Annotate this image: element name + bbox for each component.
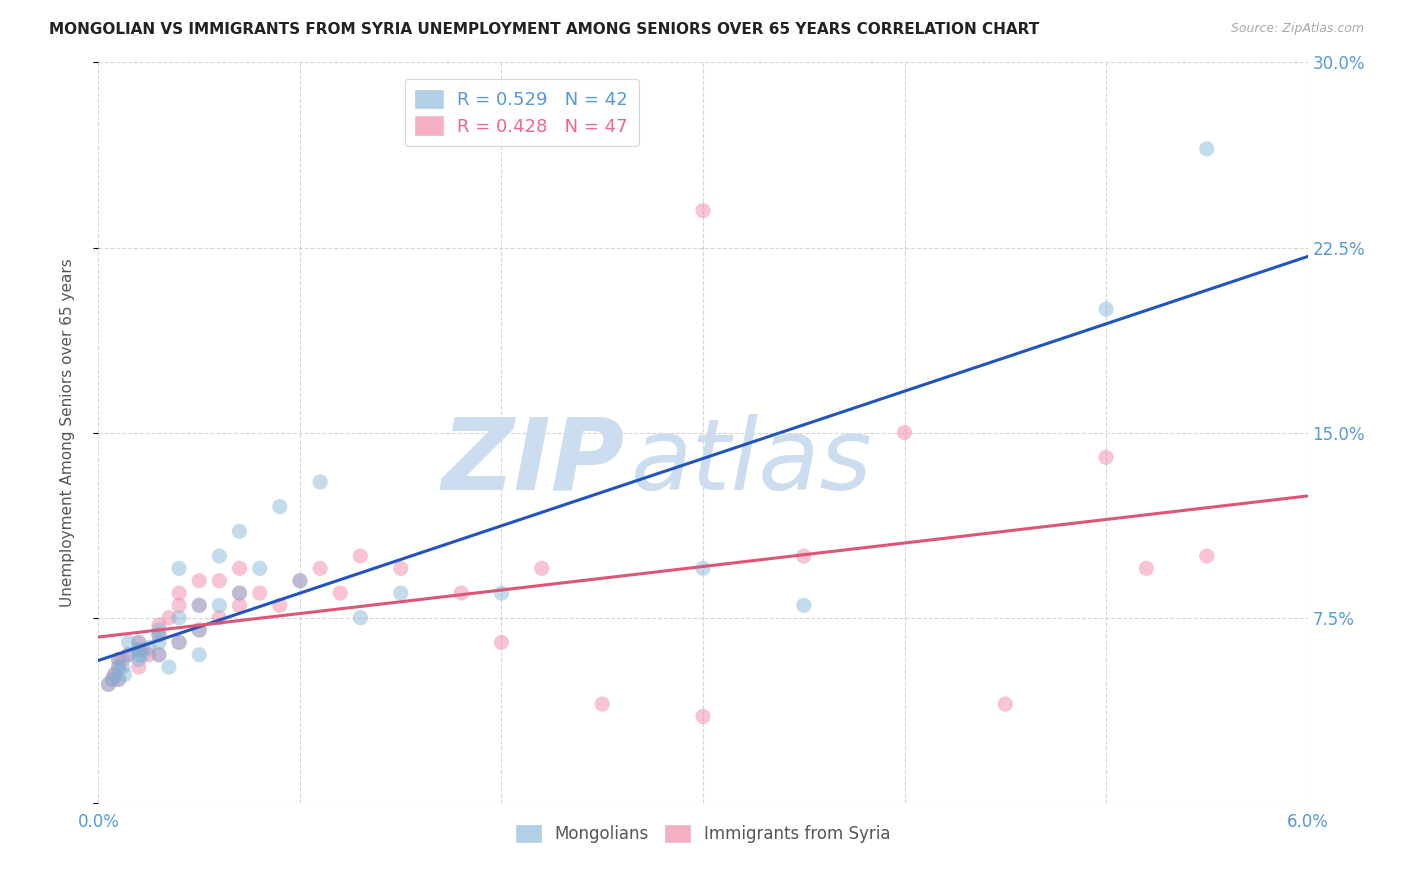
Point xyxy=(157,610,180,624)
Point xyxy=(208,574,231,588)
Point xyxy=(228,561,250,575)
Point xyxy=(269,599,291,613)
Point xyxy=(208,549,231,563)
Point xyxy=(1135,561,1157,575)
Point xyxy=(288,574,311,588)
Point xyxy=(228,586,250,600)
Point xyxy=(188,648,211,662)
Point xyxy=(228,599,250,613)
Point xyxy=(107,673,129,687)
Text: ZIP: ZIP xyxy=(441,414,624,511)
Point xyxy=(97,677,120,691)
Point xyxy=(793,549,815,563)
Legend: Mongolians, Immigrants from Syria: Mongolians, Immigrants from Syria xyxy=(509,819,897,850)
Point xyxy=(249,561,271,575)
Point xyxy=(132,642,155,657)
Point xyxy=(111,653,134,667)
Point xyxy=(167,599,190,613)
Text: MONGOLIAN VS IMMIGRANTS FROM SYRIA UNEMPLOYMENT AMONG SENIORS OVER 65 YEARS CORR: MONGOLIAN VS IMMIGRANTS FROM SYRIA UNEMP… xyxy=(49,22,1039,37)
Point xyxy=(167,610,190,624)
Point xyxy=(148,623,170,637)
Point xyxy=(101,673,124,687)
Point xyxy=(148,648,170,662)
Point xyxy=(128,642,150,657)
Point xyxy=(107,660,129,674)
Point xyxy=(107,653,129,667)
Point xyxy=(309,561,332,575)
Point xyxy=(1195,549,1218,563)
Point xyxy=(167,635,190,649)
Point xyxy=(188,599,211,613)
Point xyxy=(103,667,125,681)
Point xyxy=(128,635,150,649)
Point xyxy=(228,586,250,600)
Point xyxy=(138,640,160,655)
Point xyxy=(491,586,513,600)
Point xyxy=(692,561,714,575)
Point xyxy=(118,635,141,649)
Point xyxy=(132,648,155,662)
Point xyxy=(491,635,513,649)
Point xyxy=(349,549,371,563)
Point xyxy=(994,697,1017,711)
Point xyxy=(101,673,124,687)
Point xyxy=(530,561,553,575)
Point xyxy=(148,628,170,642)
Point xyxy=(148,618,170,632)
Point xyxy=(591,697,613,711)
Text: atlas: atlas xyxy=(630,414,872,511)
Point xyxy=(97,677,120,691)
Point xyxy=(288,574,311,588)
Point xyxy=(138,648,160,662)
Point xyxy=(309,475,332,489)
Point xyxy=(692,709,714,723)
Point xyxy=(128,660,150,674)
Point xyxy=(107,653,129,667)
Point xyxy=(188,599,211,613)
Point xyxy=(389,586,412,600)
Point xyxy=(208,599,231,613)
Point xyxy=(103,667,125,681)
Text: Source: ZipAtlas.com: Source: ZipAtlas.com xyxy=(1230,22,1364,36)
Point xyxy=(228,524,250,539)
Point xyxy=(111,660,134,674)
Point xyxy=(148,628,170,642)
Point xyxy=(114,667,136,681)
Point xyxy=(1095,302,1118,317)
Point xyxy=(128,635,150,649)
Point xyxy=(188,623,211,637)
Point xyxy=(157,660,180,674)
Point xyxy=(167,635,190,649)
Point xyxy=(349,610,371,624)
Point xyxy=(450,586,472,600)
Point xyxy=(148,635,170,649)
Point xyxy=(893,425,915,440)
Point xyxy=(107,673,129,687)
Point xyxy=(107,660,129,674)
Point xyxy=(148,648,170,662)
Point xyxy=(118,648,141,662)
Point xyxy=(208,610,231,624)
Y-axis label: Unemployment Among Seniors over 65 years: Unemployment Among Seniors over 65 years xyxy=(60,259,75,607)
Point xyxy=(249,586,271,600)
Point xyxy=(188,623,211,637)
Point xyxy=(128,648,150,662)
Point xyxy=(167,586,190,600)
Point xyxy=(118,648,141,662)
Point xyxy=(128,653,150,667)
Point xyxy=(128,642,150,657)
Point xyxy=(692,203,714,218)
Point xyxy=(269,500,291,514)
Point xyxy=(1195,142,1218,156)
Point xyxy=(329,586,352,600)
Point xyxy=(188,574,211,588)
Point xyxy=(389,561,412,575)
Point xyxy=(793,599,815,613)
Point xyxy=(167,561,190,575)
Point xyxy=(1095,450,1118,465)
